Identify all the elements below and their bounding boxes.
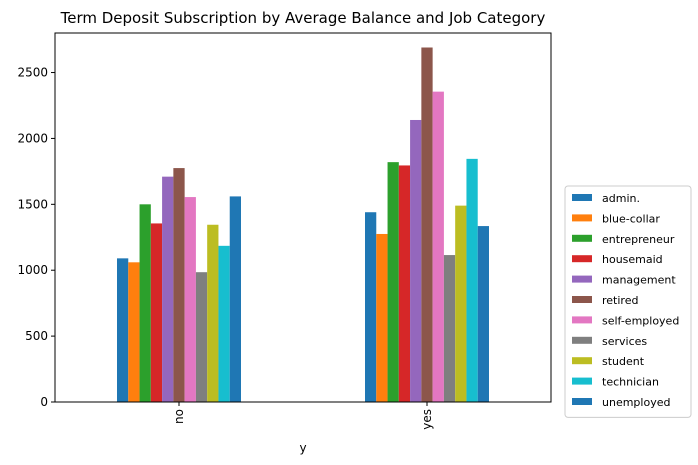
- legend-label-housemaid: housemaid: [602, 253, 663, 266]
- legend-swatch-technician: [572, 377, 592, 385]
- bars-layer: [117, 47, 489, 402]
- legend-swatch-unemployed: [572, 398, 592, 405]
- legend-swatch-services: [572, 336, 592, 344]
- bar-no-technician: [218, 245, 230, 402]
- legend-label-student: student: [602, 355, 645, 368]
- x-axis: no yes: [172, 402, 434, 430]
- bar-yes-services: [443, 255, 456, 402]
- legend-label-retired: retired: [602, 294, 638, 307]
- legend: admin. blue-collar entrepreneur housemaid ma…: [564, 185, 692, 418]
- bar-yes-entrepreneur: [387, 162, 399, 402]
- legend-label-management: management: [602, 274, 676, 287]
- legend-swatch-management: [572, 275, 592, 283]
- y-tick-label: 1000: [17, 263, 48, 277]
- legend-label-technician: technician: [602, 376, 659, 389]
- bar-no-blue-collar: [128, 262, 140, 402]
- y-tick-label: 500: [25, 329, 48, 343]
- bar-no-unemployed: [229, 196, 241, 402]
- bar-yes-admin: [365, 212, 377, 402]
- legend-swatch-admin: [572, 194, 592, 201]
- bar-no-management: [162, 176, 174, 402]
- legend-label-self-employed: self-employed: [602, 314, 679, 327]
- bar-yes-retired: [421, 47, 433, 402]
- legend-swatch-entrepreneur: [572, 234, 592, 242]
- bar-yes-housemaid: [398, 165, 411, 402]
- y-axis: 0 500 1000 1500 2000 2500: [17, 66, 55, 409]
- y-tick-label: 2500: [17, 66, 48, 80]
- bar-no-services: [195, 272, 208, 402]
- legend-label-services: services: [602, 335, 647, 348]
- legend-label-admin: admin.: [602, 192, 640, 205]
- legend-label-unemployed: unemployed: [602, 396, 670, 409]
- bar-no-housemaid: [150, 223, 163, 402]
- x-tick-label-no: no: [172, 409, 186, 424]
- bar-yes-student: [455, 205, 467, 402]
- legend-swatch-self-employed: [572, 316, 592, 324]
- x-tick-label-yes: yes: [420, 409, 434, 430]
- y-tick-label: 1500: [17, 197, 48, 211]
- legend-swatch-housemaid: [572, 255, 592, 263]
- bar-no-student: [207, 224, 219, 402]
- plot-frame: [54, 32, 552, 403]
- legend-box: [564, 185, 692, 418]
- bar-no-admin: [117, 258, 129, 402]
- legend-swatch-retired: [572, 296, 592, 303]
- x-axis-label: y: [299, 441, 306, 455]
- bar-yes-technician: [466, 158, 478, 402]
- bar-no-entrepreneur: [139, 204, 151, 402]
- legend-label-entrepreneur: entrepreneur: [602, 233, 675, 246]
- bar-yes-blue-collar: [376, 233, 388, 402]
- legend-swatch-student: [572, 357, 592, 365]
- legend-swatch-blue-collar: [572, 214, 592, 222]
- bar-yes-management: [410, 119, 422, 402]
- y-tick-label: 2000: [17, 131, 48, 145]
- bar-no-self-employed: [184, 197, 196, 402]
- y-tick-label: 0: [40, 395, 48, 409]
- bar-yes-self-employed: [432, 91, 444, 402]
- legend-label-blue-collar: blue-collar: [602, 212, 660, 225]
- chart-title: Term Deposit Subscription by Average Bal…: [60, 9, 546, 27]
- bar-yes-unemployed: [477, 226, 489, 402]
- bar-no-retired: [173, 168, 185, 402]
